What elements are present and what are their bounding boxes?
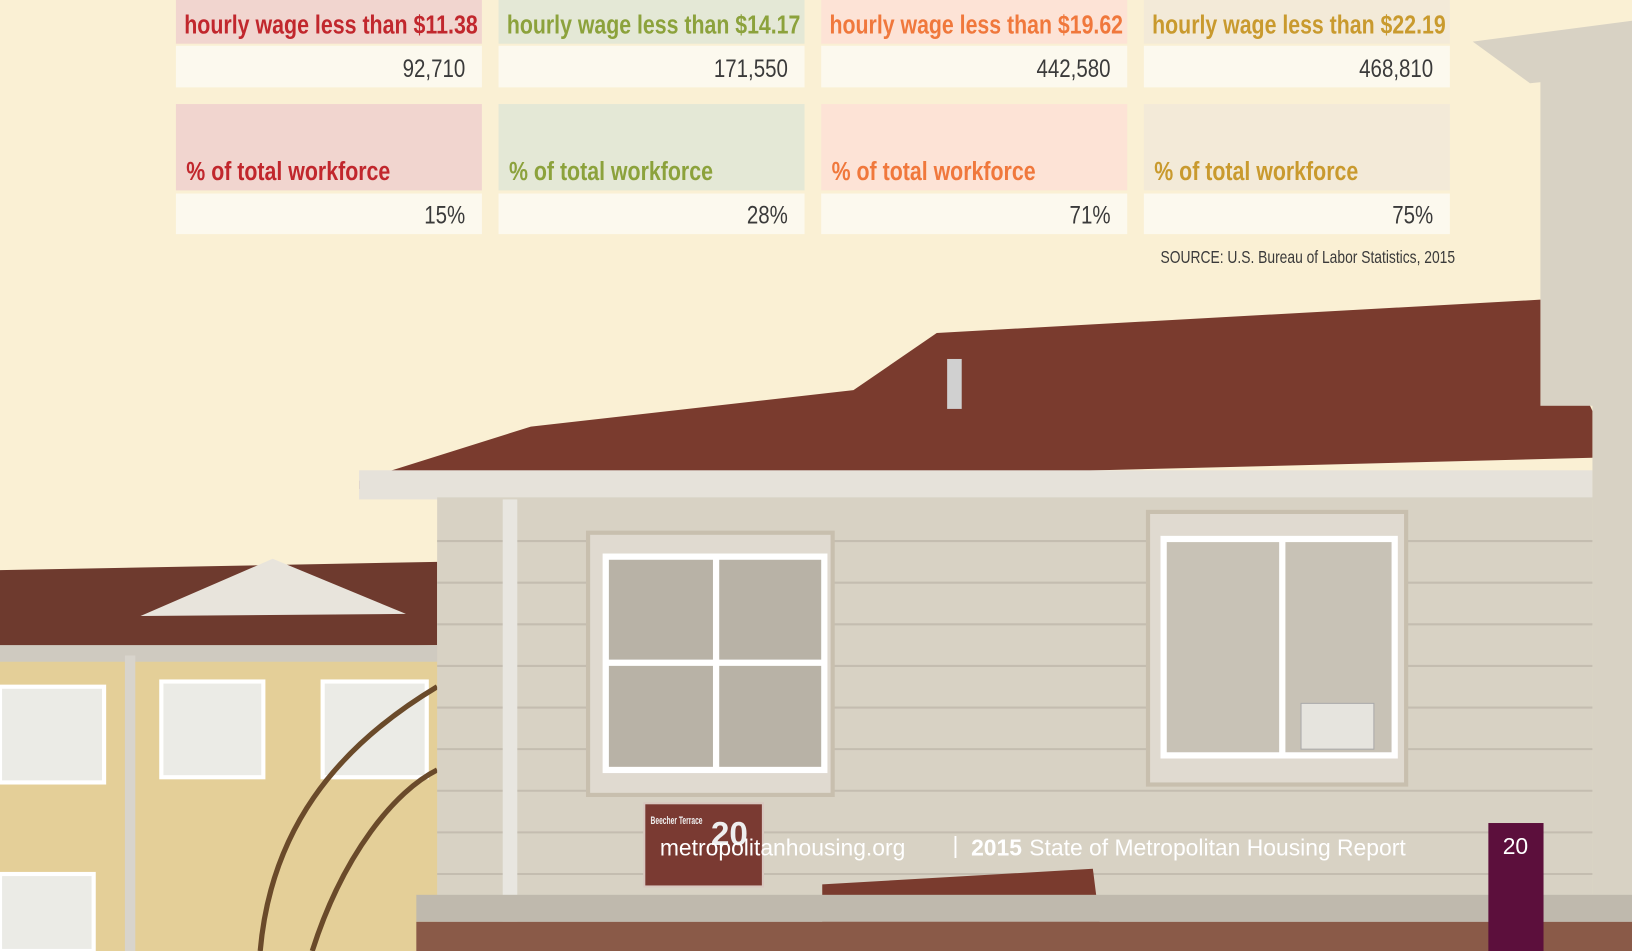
count-value: 171,550	[714, 54, 788, 82]
sign-name: Beecher Terrace	[651, 815, 703, 827]
pct-header-text: % of total workforce	[1154, 156, 1358, 186]
count-value: 468,810	[1359, 54, 1433, 82]
pct-value: 71%	[1070, 201, 1111, 229]
pct-header-text: % of total workforce	[832, 156, 1036, 186]
footer-year: 2015	[971, 834, 1022, 860]
source-note: SOURCE: U.S. Bureau of Labor Statistics,…	[1161, 247, 1456, 267]
count-value: 92,710	[403, 54, 466, 82]
header-text: hourly wage less than $14.17	[507, 9, 801, 39]
header-text: hourly wage less than $22.19	[1152, 9, 1446, 39]
wage-table: hourly wage less than $11.38 92,710 % of t…	[176, 0, 1450, 234]
header-text: hourly wage less than $19.62	[830, 9, 1124, 39]
footer-report: State of Metropolitan Housing Report	[1029, 834, 1406, 860]
page-canvas: Beecher Terrace 20 hourly wage less than…	[0, 0, 1632, 951]
count-value: 442,580	[1037, 54, 1111, 82]
pct-value: 75%	[1392, 201, 1433, 229]
page-number: 20	[1503, 833, 1528, 859]
footer-site: metropolitanhousing.org	[660, 834, 905, 860]
page: {"table":{"columns":[ {"header":"hourly …	[0, 0, 1632, 951]
pct-header-text: % of total workforce	[509, 156, 713, 186]
footer-separator: |	[952, 832, 958, 858]
pct-value: 28%	[747, 201, 788, 229]
header-text: hourly wage less than $11.38	[184, 9, 478, 39]
pct-value: 15%	[424, 201, 465, 229]
pct-header-text: % of total workforce	[186, 156, 390, 186]
